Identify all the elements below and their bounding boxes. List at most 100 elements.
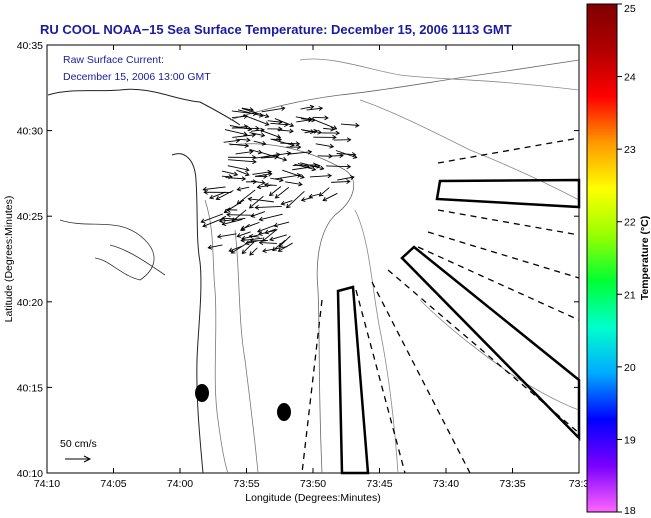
current-vector [240, 221, 260, 231]
y-axis-ticks: 40:35 40:30 40:25 40:20 40:15 40:10 [17, 40, 579, 480]
inset-line1: Raw Surface Current: [63, 54, 164, 66]
current-vector [221, 170, 239, 177]
coastline [47, 88, 241, 474]
current-vector [254, 152, 281, 159]
current-vector [326, 164, 352, 170]
current-vector [272, 239, 286, 252]
colorbar [586, 3, 618, 513]
current-vector [331, 179, 351, 185]
current-vector [251, 127, 265, 133]
current-vector [272, 139, 295, 147]
current-vector [231, 114, 249, 119]
current-vector [236, 169, 250, 177]
current-vector [252, 169, 272, 175]
box-south [336, 285, 370, 475]
current-vector [248, 195, 264, 209]
current-vector [258, 213, 283, 222]
current-vector [200, 213, 224, 224]
y-tick-label: 40:20 [17, 297, 43, 309]
colorbar-tick-label: 18 [624, 505, 636, 517]
current-vector [226, 212, 255, 218]
current-vector [235, 149, 254, 155]
current-vector [236, 189, 256, 205]
colorbar-tick-label: 20 [624, 362, 636, 374]
current-vector [264, 228, 277, 235]
scale-arrow [65, 455, 92, 463]
current-vector [260, 129, 282, 139]
current-vector [259, 151, 288, 162]
current-vector [280, 141, 301, 147]
x-tick-label: 73:45 [366, 478, 392, 490]
current-vector [236, 186, 250, 192]
colorbar-tick-label: 23 [624, 144, 636, 156]
x-tick-label: 73:3 [569, 478, 590, 490]
current-vector [254, 204, 282, 210]
current-vector [228, 155, 257, 160]
colorbar-tick-label: 21 [624, 289, 636, 301]
x-tick-label: 73:55 [233, 478, 259, 490]
map-title: RU COOL NOAA−15 Sea Surface Temperature:… [40, 22, 512, 37]
current-vector [287, 149, 313, 155]
bathymetry-contour-3 [204, 199, 259, 474]
current-vector [297, 163, 311, 169]
current-vector [221, 218, 243, 227]
current-vector [224, 129, 248, 137]
current-vector [229, 125, 253, 132]
current-vector [340, 122, 360, 128]
current-vector [207, 244, 223, 250]
inner-shore [59, 219, 166, 281]
current-vector [223, 138, 241, 144]
current-vector [333, 137, 352, 143]
current-vector [230, 240, 252, 254]
current-vector [313, 134, 337, 140]
current-vector [249, 247, 258, 256]
current-vector [267, 126, 283, 132]
y-tick-label: 40:10 [17, 468, 43, 480]
bathymetry-contour-2 [299, 58, 580, 474]
colorbar-tick-label: 25 [624, 3, 636, 15]
current-vector [264, 182, 277, 188]
x-tick-label: 74:00 [167, 478, 193, 490]
map-panel: Raw Surface Current: December 15, 2006 1… [46, 44, 581, 475]
colorbar-tick-label: 22 [624, 217, 636, 229]
current-vector [251, 180, 266, 185]
current-vector [317, 153, 334, 159]
current-vector [322, 192, 338, 202]
current-vector [236, 231, 251, 238]
y-tick-label: 40:30 [17, 126, 43, 138]
current-vector [218, 217, 246, 224]
current-vector [309, 173, 333, 179]
box-east [435, 178, 581, 209]
current-vector [228, 159, 257, 165]
current-vectors [200, 104, 360, 256]
current-vector [269, 234, 287, 242]
current-vector [253, 140, 267, 146]
current-vector [294, 163, 317, 172]
current-vector [273, 221, 290, 228]
buoy-marker [277, 403, 291, 421]
y-tick-label: 40:35 [17, 40, 43, 52]
current-vector [304, 128, 319, 134]
current-vector [216, 233, 237, 239]
map-frame [46, 44, 580, 474]
current-vector [202, 217, 225, 228]
current-vector [321, 130, 341, 136]
current-vector [249, 132, 266, 138]
x-axis-ticks: 74:10 74:05 74:00 73:55 73:50 73:45 73:40 73:35… [34, 45, 590, 490]
colorbar-tick-label: 19 [624, 434, 636, 446]
x-tick-label: 74:10 [34, 478, 60, 490]
current-vector [241, 241, 255, 255]
current-vector [282, 169, 305, 179]
buoy-marker [195, 384, 209, 402]
current-vector [250, 211, 266, 218]
current-vector [255, 173, 268, 179]
current-vector [209, 191, 226, 200]
current-vector [268, 186, 282, 197]
colorbar-ticks: 25 24 23 22 21 20 19 18 [617, 3, 636, 517]
current-vector [225, 207, 238, 213]
current-vector [337, 175, 355, 181]
current-vector [295, 116, 314, 122]
current-vector [261, 228, 278, 242]
current-vector [300, 197, 312, 202]
